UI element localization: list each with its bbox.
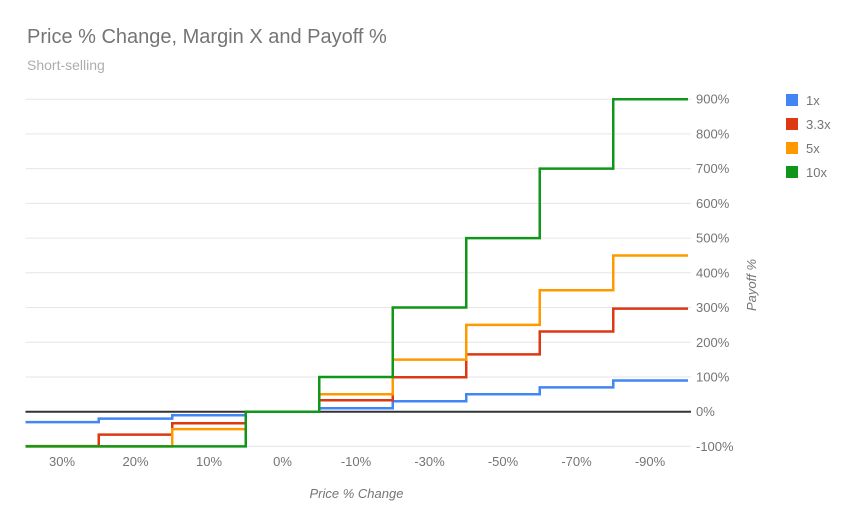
legend-label: 10x bbox=[806, 164, 827, 180]
y-tick-label: 500% bbox=[696, 231, 730, 246]
legend-swatch-3.3x bbox=[786, 118, 798, 130]
legend-label: 1x bbox=[806, 92, 820, 108]
x-axis-title: Price % Change bbox=[309, 486, 404, 501]
x-tick-label: -10% bbox=[341, 454, 372, 469]
x-tick-label: -50% bbox=[488, 454, 519, 469]
series-line-3.3x bbox=[25, 307, 688, 448]
legend-item-5x: 5x bbox=[786, 140, 831, 156]
x-tick-label: 0% bbox=[273, 454, 292, 469]
y-tick-label: 200% bbox=[696, 335, 730, 350]
x-tick-label: -70% bbox=[561, 454, 592, 469]
legend-item-10x: 10x bbox=[786, 164, 831, 180]
x-tick-label: 10% bbox=[196, 454, 222, 469]
y-tick-label: 700% bbox=[696, 161, 730, 176]
legend-item-1x: 1x bbox=[786, 92, 831, 108]
y-axis-title: Payoff % bbox=[744, 258, 759, 311]
legend: 1x 3.3x 5x 10x bbox=[786, 92, 831, 190]
legend-item-3.3x: 3.3x bbox=[786, 116, 831, 132]
y-tick-label: 400% bbox=[696, 265, 730, 280]
legend-swatch-1x bbox=[786, 94, 798, 106]
series-line-10x bbox=[25, 97, 688, 448]
y-tick-label: 300% bbox=[696, 300, 730, 315]
series-line-5x bbox=[25, 254, 688, 448]
y-tick-label: 600% bbox=[696, 196, 730, 211]
y-tick-label: 0% bbox=[696, 404, 715, 419]
legend-swatch-5x bbox=[786, 142, 798, 154]
y-tick-label: -100% bbox=[696, 439, 734, 454]
chart-title: Price % Change, Margin X and Payoff % bbox=[27, 26, 387, 48]
x-tick-label: 20% bbox=[122, 454, 148, 469]
y-tick-label: 100% bbox=[696, 370, 730, 385]
series-line-1x bbox=[25, 379, 688, 424]
legend-label: 3.3x bbox=[806, 116, 831, 132]
legend-label: 5x bbox=[806, 140, 820, 156]
x-tick-label: -90% bbox=[635, 454, 666, 469]
chart-subtitle: Short-selling bbox=[27, 57, 105, 73]
x-tick-label: -30% bbox=[414, 454, 445, 469]
y-tick-label: 800% bbox=[696, 126, 730, 141]
x-tick-label: 30% bbox=[49, 454, 75, 469]
legend-swatch-10x bbox=[786, 166, 798, 178]
y-tick-label: 900% bbox=[696, 92, 730, 107]
